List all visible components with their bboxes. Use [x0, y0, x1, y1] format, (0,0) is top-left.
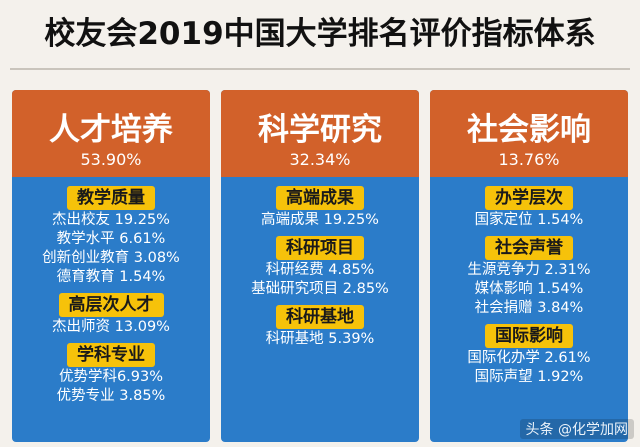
indicator-item: 德育教育 1.54% [56, 269, 166, 285]
group-label: 办学层次 [485, 186, 573, 210]
indicator-group: 国际影响 国际化办学 2.61% 国际声望 1.92% [430, 324, 628, 387]
indicator-item: 优势专业 3.85% [56, 388, 166, 404]
indicator-item: 国际声望 1.92% [474, 369, 584, 385]
group-label: 高端成果 [276, 186, 364, 210]
column-header: 人才培养 53.90% [12, 90, 210, 177]
column-header: 科学研究 32.34% [221, 90, 419, 177]
group-label: 教学质量 [67, 186, 155, 210]
indicator-item: 科研基地 5.39% [265, 331, 375, 347]
indicator-group: 教学质量 杰出校友 19.25% 教学水平 6.61% 创新创业教育 3.08%… [12, 186, 210, 287]
indicator-item: 教学水平 6.61% [56, 231, 166, 247]
group-label: 社会声誉 [485, 236, 573, 260]
group-label: 国际影响 [485, 324, 573, 348]
indicator-item: 创新创业教育 3.08% [42, 250, 180, 266]
indicator-group: 高端成果 高端成果 19.25% [221, 186, 419, 230]
column-title: 社会影响 [467, 112, 591, 148]
indicator-item: 生源竞争力 2.31% [467, 262, 591, 278]
watermark: 头条 @化学加网 [519, 419, 634, 439]
indicator-group: 学科专业 优势学科6.93% 优势专业 3.85% [12, 343, 210, 406]
indicator-item: 杰出校友 19.25% [52, 212, 170, 228]
column-percent: 53.90% [80, 150, 142, 169]
indicator-item: 基础研究项目 2.85% [251, 281, 389, 297]
indicator-item: 优势学科6.93% [58, 369, 164, 385]
indicator-item: 杰出师资 13.09% [52, 319, 170, 335]
indicator-item: 媒体影响 1.54% [474, 281, 584, 297]
column-talent-cultivation: 人才培养 53.90% 教学质量 杰出校友 19.25% 教学水平 6.61% … [12, 90, 210, 442]
indicator-item: 科研经费 4.85% [265, 262, 375, 278]
group-label: 高层次人才 [58, 293, 164, 317]
column-title: 人才培养 [49, 112, 173, 148]
indicator-group: 社会声誉 生源竞争力 2.31% 媒体影响 1.54% 社会捐赠 3.84% [430, 236, 628, 318]
indicator-group: 高层次人才 杰出师资 13.09% [12, 293, 210, 337]
page-title: 校友会2019中国大学排名评价指标体系 [44, 16, 596, 52]
indicator-group: 办学层次 国家定位 1.54% [430, 186, 628, 230]
indicator-item: 高端成果 19.25% [261, 212, 379, 228]
column-percent: 32.34% [289, 150, 351, 169]
column-social-influence: 社会影响 13.76% 办学层次 国家定位 1.54% 社会声誉 生源竞争力 2… [430, 90, 628, 442]
column-scientific-research: 科学研究 32.34% 高端成果 高端成果 19.25% 科研项目 科研经费 4… [221, 90, 419, 442]
indicator-group: 科研项目 科研经费 4.85% 基础研究项目 2.85% [221, 236, 419, 299]
group-label: 科研基地 [276, 305, 364, 329]
column-header: 社会影响 13.76% [430, 90, 628, 177]
column-body: 教学质量 杰出校友 19.25% 教学水平 6.61% 创新创业教育 3.08%… [12, 186, 210, 412]
column-title: 科学研究 [258, 112, 382, 148]
indicator-item: 国际化办学 2.61% [467, 350, 591, 366]
indicator-item: 社会捐赠 3.84% [474, 300, 584, 316]
column-body: 高端成果 高端成果 19.25% 科研项目 科研经费 4.85% 基础研究项目 … [221, 186, 419, 355]
group-label: 学科专业 [67, 343, 155, 367]
title-divider [10, 68, 630, 70]
column-body: 办学层次 国家定位 1.54% 社会声誉 生源竞争力 2.31% 媒体影响 1.… [430, 186, 628, 393]
indicator-group: 科研基地 科研基地 5.39% [221, 305, 419, 349]
indicator-item: 国家定位 1.54% [474, 212, 584, 228]
group-label: 科研项目 [276, 236, 364, 260]
column-percent: 13.76% [498, 150, 560, 169]
